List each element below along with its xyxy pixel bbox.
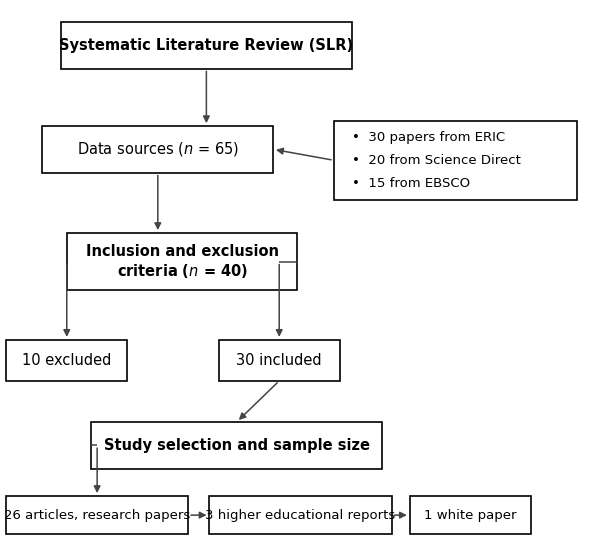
Text: Data sources ($n$ = 65): Data sources ($n$ = 65) — [76, 140, 239, 158]
Text: 26 articles, research papers: 26 articles, research papers — [4, 509, 190, 522]
Bar — [219, 340, 340, 381]
Text: 30 included: 30 included — [236, 353, 322, 368]
Bar — [334, 121, 577, 200]
Bar — [209, 496, 392, 534]
Text: 3 higher educational reports: 3 higher educational reports — [205, 509, 396, 522]
Bar — [61, 22, 352, 68]
Text: 1 white paper: 1 white paper — [424, 509, 517, 522]
Text: 10 excluded: 10 excluded — [22, 353, 112, 368]
Bar — [42, 126, 273, 173]
Bar — [6, 340, 127, 381]
Bar — [67, 233, 297, 290]
Bar — [91, 422, 382, 469]
Text: Study selection and sample size: Study selection and sample size — [104, 438, 370, 453]
Text: Systematic Literature Review (SLR): Systematic Literature Review (SLR) — [59, 38, 353, 53]
Bar — [6, 496, 188, 534]
Bar — [410, 496, 531, 534]
Text: •  30 papers from ERIC
•  20 from Science Direct
•  15 from EBSCO: • 30 papers from ERIC • 20 from Science … — [352, 131, 521, 190]
Text: Inclusion and exclusion
criteria ($n$ = 40): Inclusion and exclusion criteria ($n$ = … — [86, 244, 279, 279]
